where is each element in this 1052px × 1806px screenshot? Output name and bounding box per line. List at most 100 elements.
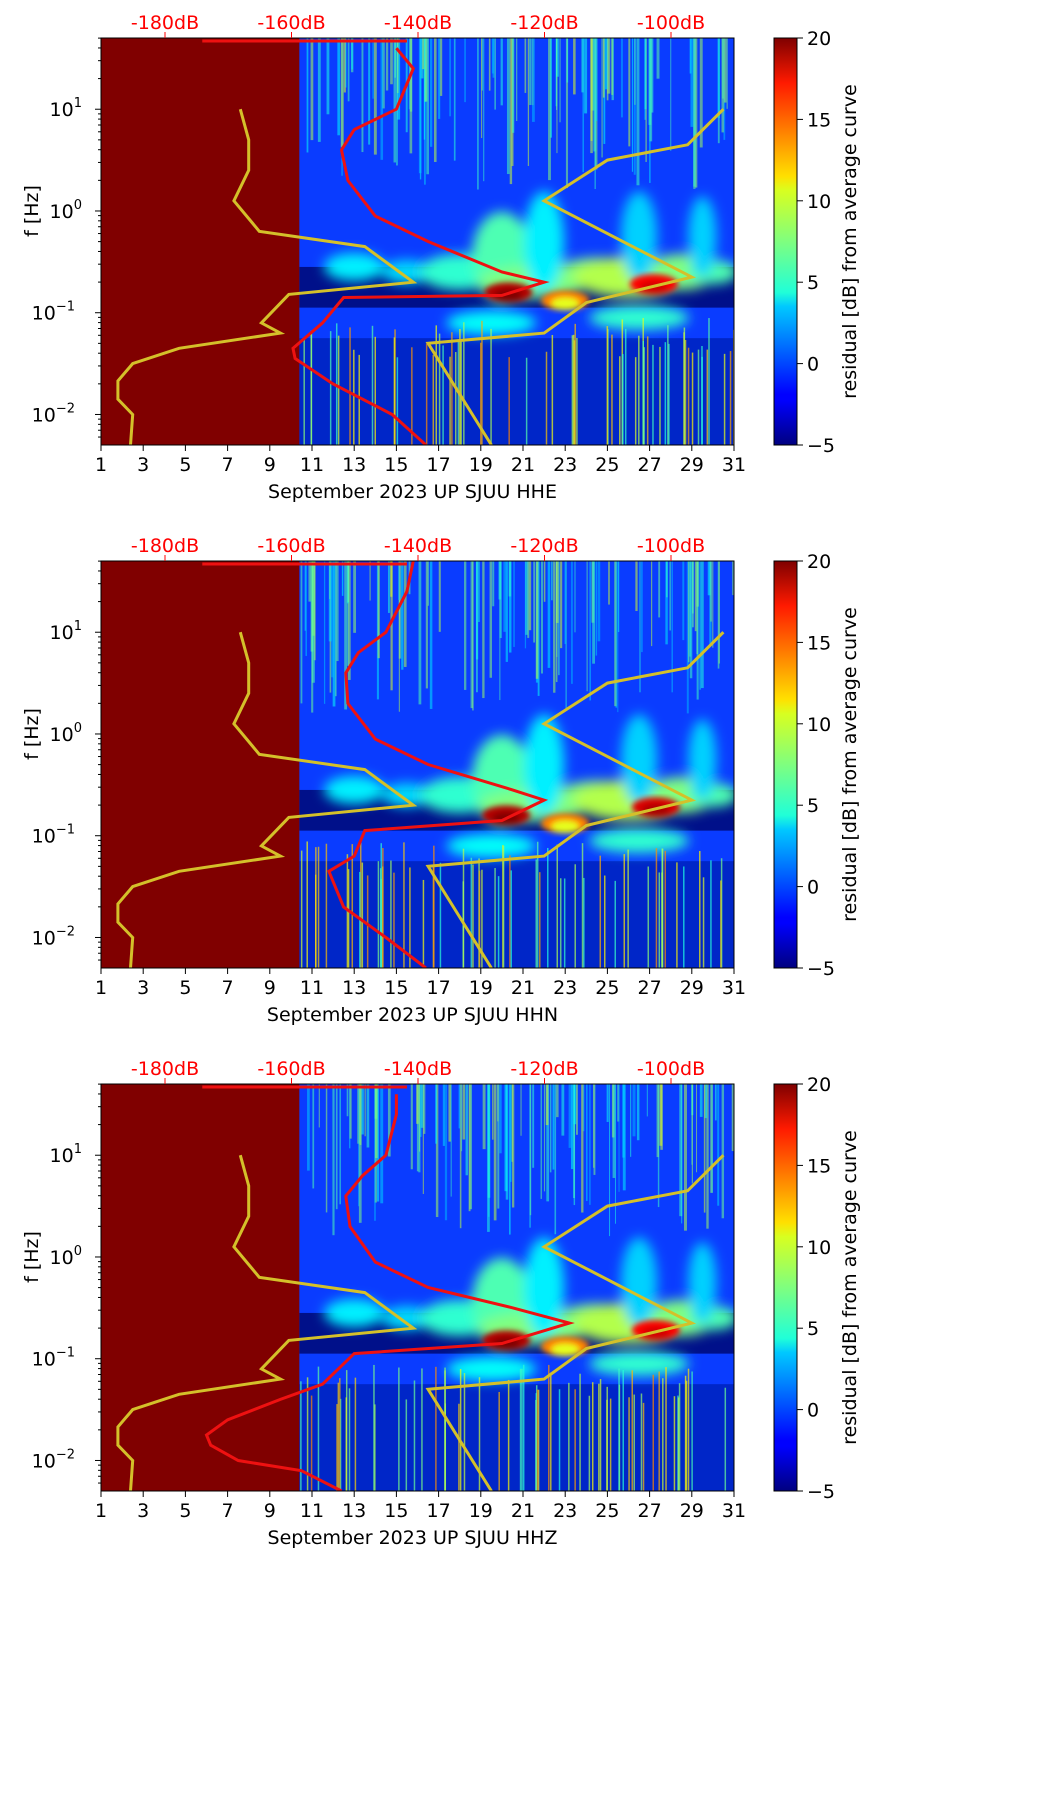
spike: [306, 1377, 309, 1491]
activity-blob: [381, 260, 432, 285]
streak: [339, 1084, 341, 1205]
spike: [521, 1368, 523, 1491]
streak: [617, 561, 619, 713]
spike: [522, 1364, 525, 1491]
streak: [633, 38, 636, 175]
spike: [611, 334, 613, 445]
activity-blob: [324, 1298, 385, 1327]
spike: [535, 1399, 537, 1491]
x-tick-label: 1: [95, 977, 107, 999]
streak: [595, 561, 598, 656]
streak: [593, 1084, 595, 1168]
spike: [729, 351, 732, 445]
streak: [582, 38, 584, 173]
streak: [382, 38, 385, 109]
x-tick-label: 15: [384, 1500, 408, 1522]
streak: [300, 561, 303, 704]
streak: [461, 1084, 463, 1152]
x-tick-label: 25: [595, 1500, 619, 1522]
streak: [418, 561, 422, 705]
activity-blob: [688, 1242, 717, 1323]
streak: [387, 561, 390, 613]
spike: [643, 347, 645, 445]
activity-blobs: [324, 191, 734, 335]
spike: [310, 330, 313, 445]
colorbar-tick-label: −5: [807, 435, 835, 457]
spike: [303, 338, 305, 445]
streak: [477, 38, 479, 190]
top-axis-label: -100dB: [637, 535, 705, 557]
spike: [442, 345, 444, 445]
streak: [706, 1084, 709, 1229]
spike: [315, 874, 317, 968]
y-tick-label: 10−1: [32, 300, 75, 325]
spike: [701, 346, 703, 445]
spike: [481, 869, 483, 968]
spike: [425, 343, 428, 445]
spike: [460, 341, 462, 445]
colorbar-tick-label: 20: [807, 551, 831, 573]
streak: [444, 1084, 448, 1221]
spike: [551, 334, 554, 445]
y-axis-label: f [Hz]: [21, 185, 43, 237]
colorbar-tick-label: 10: [807, 1237, 831, 1259]
spike: [354, 1377, 357, 1491]
streak: [607, 38, 611, 94]
spike: [652, 1374, 654, 1491]
colorbar-label: residual [dB] from average curve: [839, 607, 861, 922]
streak: [369, 561, 371, 601]
top-axis-label: -140dB: [384, 12, 452, 34]
colorbar-tick-label: 10: [807, 714, 831, 736]
spike: [390, 860, 392, 968]
x-tick-label: 17: [427, 454, 451, 476]
streak: [691, 561, 694, 614]
streak: [512, 1084, 515, 1208]
streak: [439, 38, 443, 96]
activity-blob: [589, 305, 690, 330]
spike: [317, 846, 320, 968]
y-tick-label: 10−2: [32, 401, 75, 426]
streak: [525, 561, 528, 635]
streak: [711, 1084, 713, 1193]
x-tick-label: 17: [427, 977, 451, 999]
x-tick-label: 1: [95, 1500, 107, 1522]
streak: [595, 38, 598, 122]
x-tick-label: 3: [137, 454, 149, 476]
streak: [509, 1084, 512, 1182]
streak: [390, 38, 393, 85]
streak: [556, 38, 559, 77]
streak: [344, 561, 348, 710]
streak: [377, 561, 380, 659]
activity-blob: [621, 191, 658, 282]
streak: [376, 1084, 380, 1202]
streak: [695, 38, 698, 188]
x-tick-label: 31: [722, 977, 746, 999]
x-tick-label: 29: [680, 454, 704, 476]
y-tick-exponent: 1: [74, 619, 82, 634]
streak: [509, 38, 513, 185]
top-axis-label: -120dB: [510, 1058, 578, 1080]
spike: [472, 864, 474, 968]
spike: [509, 855, 511, 968]
streak: [500, 38, 503, 106]
spike: [581, 843, 584, 968]
streak: [565, 561, 567, 712]
streak: [506, 38, 510, 175]
streaks: [303, 38, 734, 445]
streak: [589, 561, 591, 701]
spike: [502, 845, 505, 968]
streak: [622, 1084, 626, 1191]
activity-blob: [524, 714, 565, 815]
streak: [410, 1084, 413, 1170]
spike: [459, 1369, 462, 1491]
top-axis-label: -140dB: [384, 1058, 452, 1080]
y-tick-exponent: 0: [74, 1244, 82, 1259]
streak: [380, 38, 384, 160]
noise-model-low-curve: [116, 1154, 418, 1491]
x-tick-label: 23: [553, 1500, 577, 1522]
streak: [419, 1084, 422, 1137]
streak: [656, 38, 660, 79]
noise-model-high-curve: [425, 1154, 725, 1491]
streak: [658, 561, 661, 618]
